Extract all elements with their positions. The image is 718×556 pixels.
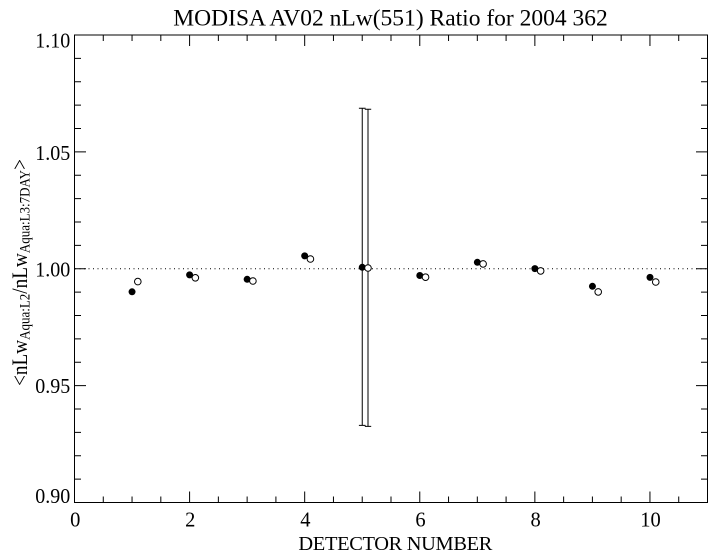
- svg-text:0.95: 0.95: [35, 376, 70, 399]
- svg-text:0: 0: [70, 507, 80, 532]
- svg-text:0.90: 0.90: [35, 485, 70, 508]
- svg-text:1.00: 1.00: [35, 259, 70, 282]
- svg-text:6: 6: [415, 507, 425, 532]
- svg-text:<nLwAqua:L2/nLwAqua:L3:7DAY>: <nLwAqua:L2/nLwAqua:L3:7DAY>: [9, 159, 34, 386]
- svg-text:4: 4: [300, 507, 311, 532]
- svg-text:10: 10: [640, 507, 660, 532]
- svg-text:MODISA AV02 nLw(551) Ratio for: MODISA AV02 nLw(551) Ratio for 2004 362: [173, 6, 608, 32]
- svg-text:1.05: 1.05: [35, 142, 70, 165]
- svg-text:8: 8: [530, 507, 540, 532]
- svg-text:DETECTOR NUMBER: DETECTOR NUMBER: [298, 533, 492, 555]
- svg-text:1.10: 1.10: [35, 30, 70, 53]
- svg-text:2: 2: [185, 507, 195, 532]
